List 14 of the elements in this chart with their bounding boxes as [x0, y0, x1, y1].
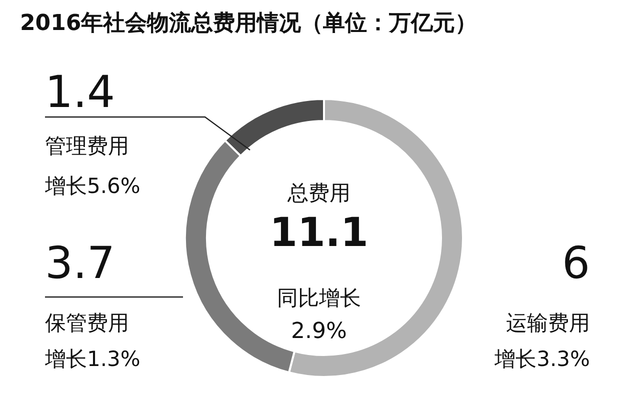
slice-label: 管理费用: [45, 134, 129, 158]
chart-title: 2016年社会物流总费用情况（单位：万亿元）: [20, 10, 478, 36]
text: 总费用: [286, 181, 350, 205]
slice-label: 保管费用: [45, 311, 129, 335]
text: 2.9%: [291, 319, 347, 344]
slice-label: 运输费用: [506, 311, 590, 335]
data-label: 3.7: [45, 238, 115, 289]
text: 11.1: [270, 210, 368, 256]
text: 增长5.6%: [44, 174, 140, 198]
text: 增长1.3%: [44, 347, 140, 371]
text: 增长3.3%: [494, 347, 590, 371]
data-label: 6: [562, 238, 590, 289]
text: 同比增长: [277, 286, 361, 310]
data-label: 1.4: [45, 67, 115, 118]
